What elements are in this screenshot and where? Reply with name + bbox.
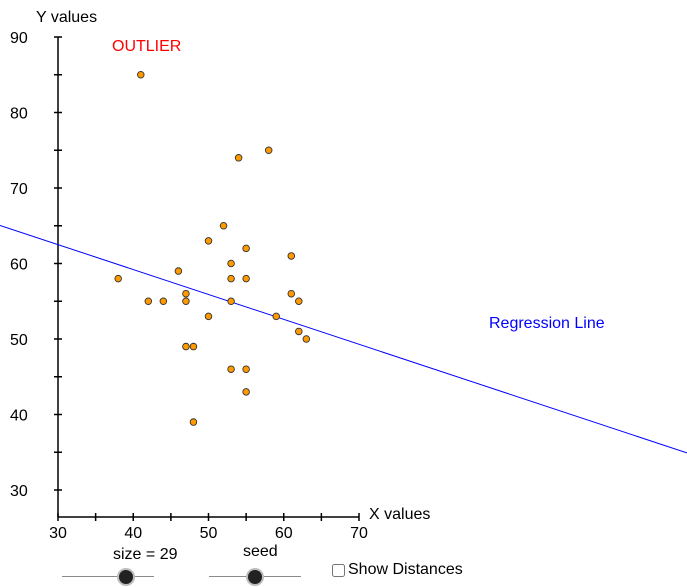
y-tick-label: 40 [10, 408, 28, 425]
data-point [114, 274, 122, 283]
data-point [189, 418, 198, 426]
regression-line-label: Regression Line [489, 315, 605, 332]
data-point [242, 274, 250, 283]
data-point [295, 297, 303, 306]
seed-slider[interactable] [209, 567, 301, 587]
data-point [227, 297, 235, 306]
seed-slider-label: seed [243, 543, 278, 560]
data-point [189, 342, 198, 351]
data-point [287, 289, 296, 298]
data-point [219, 221, 228, 230]
data-point [174, 267, 183, 275]
size-slider-handle[interactable] [119, 570, 134, 584]
data-point [242, 244, 250, 253]
data-point [144, 297, 153, 306]
data-point [227, 259, 235, 268]
y-tick-label: 50 [10, 332, 28, 349]
y-tick-label: 90 [10, 30, 28, 47]
y-tick-label: 80 [10, 106, 28, 123]
data-point [182, 297, 190, 306]
data-point [227, 274, 235, 283]
data-point [242, 388, 250, 396]
outlier-annotation: OUTLIER [112, 38, 181, 55]
data-point [234, 154, 243, 162]
data-point [204, 312, 213, 321]
show-distances-label: Show Distances [348, 561, 463, 578]
data-point [287, 252, 296, 260]
size-slider-track[interactable] [62, 576, 154, 577]
scatter-plot: 30 40 50 60 70 80 90 30 40 50 60 70 Y values X valu… [0, 9, 687, 540]
x-tick-label: 60 [275, 525, 293, 540]
x-tick-label: 30 [49, 525, 67, 540]
data-point [242, 365, 250, 373]
data-point [227, 365, 235, 373]
x-tick-label: 40 [124, 525, 142, 540]
seed-slider-handle[interactable] [248, 570, 262, 584]
show-distances-toggle[interactable]: Show Distances [332, 561, 463, 579]
y-tick-label: 70 [10, 181, 28, 198]
data-point [295, 327, 303, 336]
data-point [159, 297, 168, 306]
data-point [137, 70, 145, 79]
y-axis-label: Y values [36, 9, 97, 26]
data-point [182, 289, 190, 298]
show-distances-checkbox[interactable] [332, 563, 345, 577]
x-axis-label: X values [369, 506, 430, 523]
data-point [272, 312, 280, 321]
size-slider[interactable] [62, 567, 154, 587]
data-point [182, 342, 190, 351]
data-point [204, 237, 213, 245]
y-tick-label: 60 [10, 257, 28, 274]
size-slider-label: size = 29 [113, 546, 178, 563]
data-point [264, 146, 273, 154]
x-tick-label: 50 [200, 525, 218, 540]
y-tick-label: 30 [10, 483, 28, 500]
data-point [302, 335, 311, 343]
x-tick-label: 70 [350, 525, 368, 540]
regression-line [0, 224, 687, 454]
